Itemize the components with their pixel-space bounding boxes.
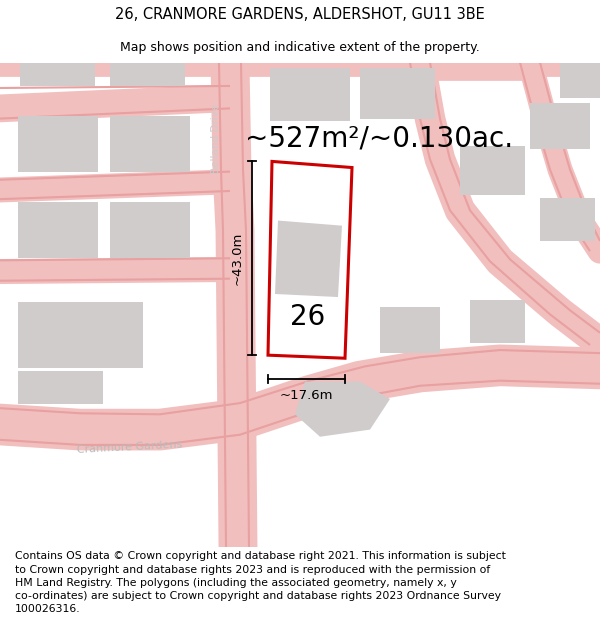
Polygon shape: [380, 308, 440, 353]
Text: Contains OS data © Crown copyright and database right 2021. This information is : Contains OS data © Crown copyright and d…: [15, 551, 506, 614]
Text: 26: 26: [290, 303, 326, 331]
Polygon shape: [540, 198, 595, 241]
Text: 26, CRANMORE GARDENS, ALDERSHOT, GU11 3BE: 26, CRANMORE GARDENS, ALDERSHOT, GU11 3B…: [115, 7, 485, 22]
Polygon shape: [110, 116, 190, 172]
Polygon shape: [270, 68, 350, 121]
Polygon shape: [530, 103, 590, 149]
Polygon shape: [18, 202, 98, 258]
Polygon shape: [110, 202, 190, 258]
Polygon shape: [470, 300, 525, 343]
Polygon shape: [295, 382, 390, 437]
Text: ~43.0m: ~43.0m: [231, 232, 244, 285]
Text: Belland Drive: Belland Drive: [211, 104, 221, 174]
Polygon shape: [560, 59, 600, 98]
Polygon shape: [18, 302, 143, 368]
Polygon shape: [110, 30, 185, 86]
Text: Cranmore Gardens: Cranmore Gardens: [77, 439, 183, 455]
Polygon shape: [275, 221, 342, 297]
Text: Map shows position and indicative extent of the property.: Map shows position and indicative extent…: [120, 41, 480, 54]
Polygon shape: [18, 371, 103, 404]
Polygon shape: [460, 146, 525, 195]
Text: ~17.6m: ~17.6m: [280, 389, 333, 402]
Polygon shape: [20, 30, 95, 86]
Polygon shape: [268, 161, 352, 358]
Polygon shape: [18, 116, 98, 172]
Text: ~527m²/~0.130ac.: ~527m²/~0.130ac.: [245, 125, 513, 153]
Polygon shape: [360, 68, 435, 119]
